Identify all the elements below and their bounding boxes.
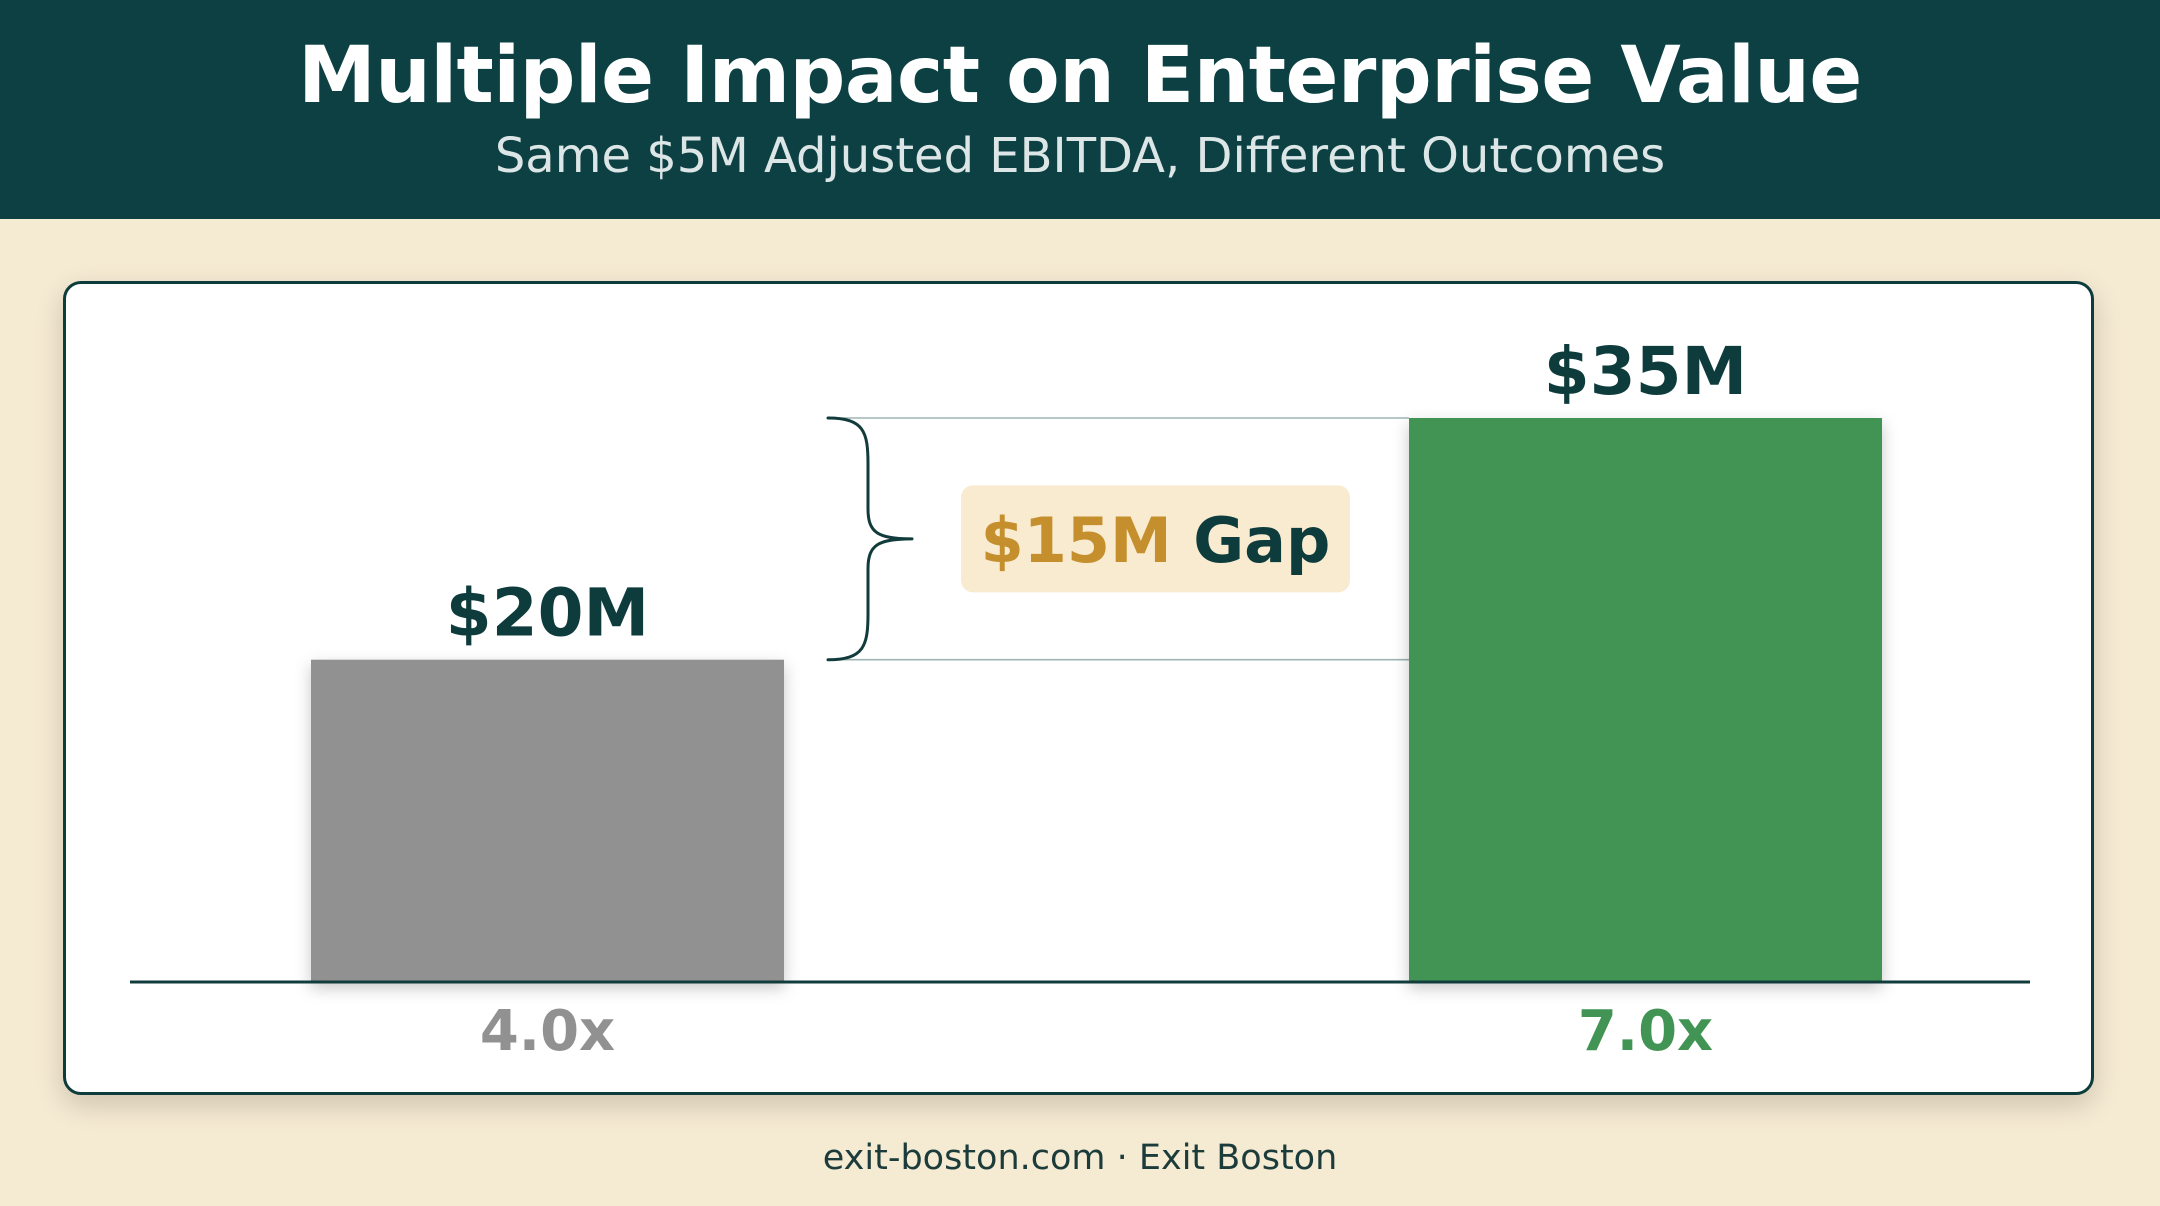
header-banner: Multiple Impact on Enterprise Value Same… (0, 0, 2160, 219)
category-label: 7.0x (1578, 999, 1713, 1064)
gap-amount: $15M (981, 504, 1172, 577)
page-title: Multiple Impact on Enterprise Value (298, 31, 1862, 121)
bar-high-multiple (1409, 418, 1882, 982)
bar-value-label: $20M (446, 575, 649, 652)
gap-label: Gap (1172, 504, 1331, 577)
gap-badge (961, 485, 1350, 593)
bar-low-multiple (311, 659, 784, 982)
gap-badge-text: $15M Gap (981, 504, 1331, 577)
footer-credit: exit-boston.com · Exit Boston (822, 1138, 1338, 1178)
category-label: 4.0x (480, 999, 615, 1064)
bar-value-label: $35M (1544, 333, 1747, 410)
page-subtitle: Same $5M Adjusted EBITDA, Different Outc… (494, 128, 1666, 184)
gap-brace (826, 416, 914, 662)
